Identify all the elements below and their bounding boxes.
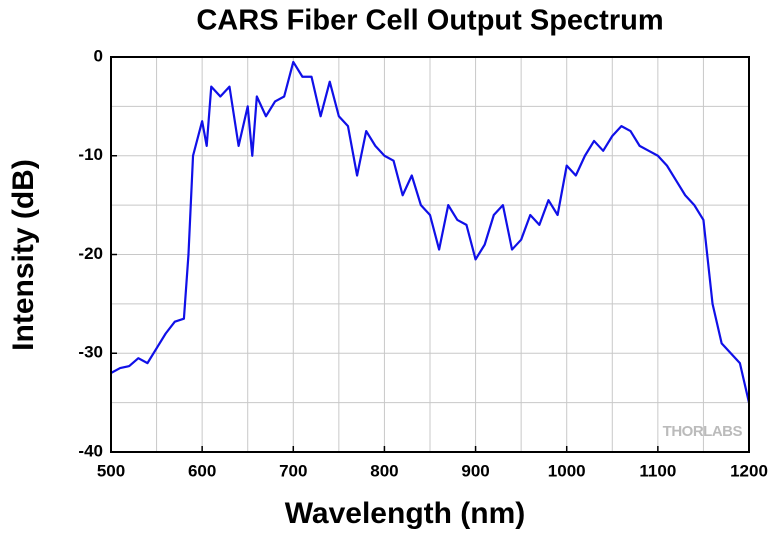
plot-frame [110,56,750,453]
x-tick-label: 900 [461,461,489,480]
y-tick-label: -10 [78,145,103,164]
y-axis-label: Intensity (dB) [7,159,40,351]
chart-title: CARS Fiber Cell Output Spectrum [196,5,663,37]
x-tick-label: 1200 [730,461,768,480]
x-tick-label: 1100 [639,461,676,480]
x-tick-label: 600 [188,461,216,480]
x-tick-label: 800 [370,461,398,480]
y-tick-label: -40 [78,441,103,460]
y-tick-label: -20 [78,244,103,263]
y-tick-label: -30 [78,343,103,362]
y-tick-label: 0 [94,46,103,65]
x-axis-label: Wavelength (nm) [285,497,526,530]
x-tick-label: 500 [97,461,125,480]
x-tick-label: 1000 [548,461,586,480]
x-tick-label: 700 [279,461,307,480]
data-line [110,60,751,403]
watermark: THORLABS [663,423,743,440]
